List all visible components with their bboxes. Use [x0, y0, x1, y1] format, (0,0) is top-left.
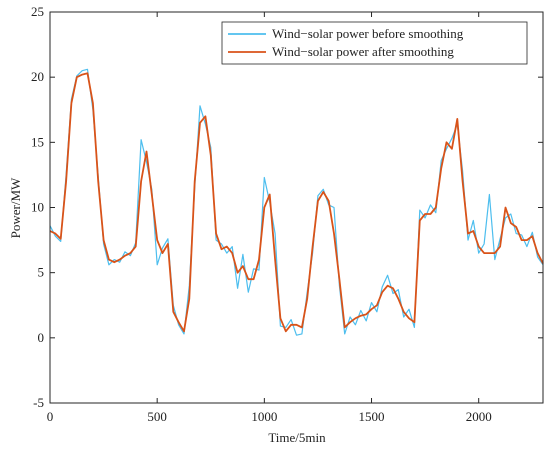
y-tick-label: 15 [31, 134, 44, 149]
x-tick-label: 1500 [359, 409, 385, 424]
x-tick-label: 2000 [466, 409, 492, 424]
y-tick-label: 10 [31, 200, 44, 215]
x-axis-label: Time/5min [268, 430, 326, 445]
plot-area [50, 12, 543, 403]
y-tick-label: -5 [33, 395, 44, 410]
y-tick-label: 5 [38, 265, 45, 280]
series-line [49, 72, 544, 333]
x-tick-label: 500 [147, 409, 167, 424]
y-tick-label: 25 [31, 4, 44, 19]
y-tick-label: 20 [31, 69, 44, 84]
legend-label: Wind−solar power before smoothing [272, 26, 464, 41]
x-tick-label: 1000 [251, 409, 277, 424]
legend-box [221, 21, 528, 65]
x-tick-label: 0 [47, 409, 54, 424]
axes-box [49, 11, 544, 404]
legend-label: Wind−solar power after smoothing [272, 44, 454, 59]
y-tick-label: 0 [38, 330, 45, 345]
y-axis-label: Power/MW [8, 177, 23, 238]
